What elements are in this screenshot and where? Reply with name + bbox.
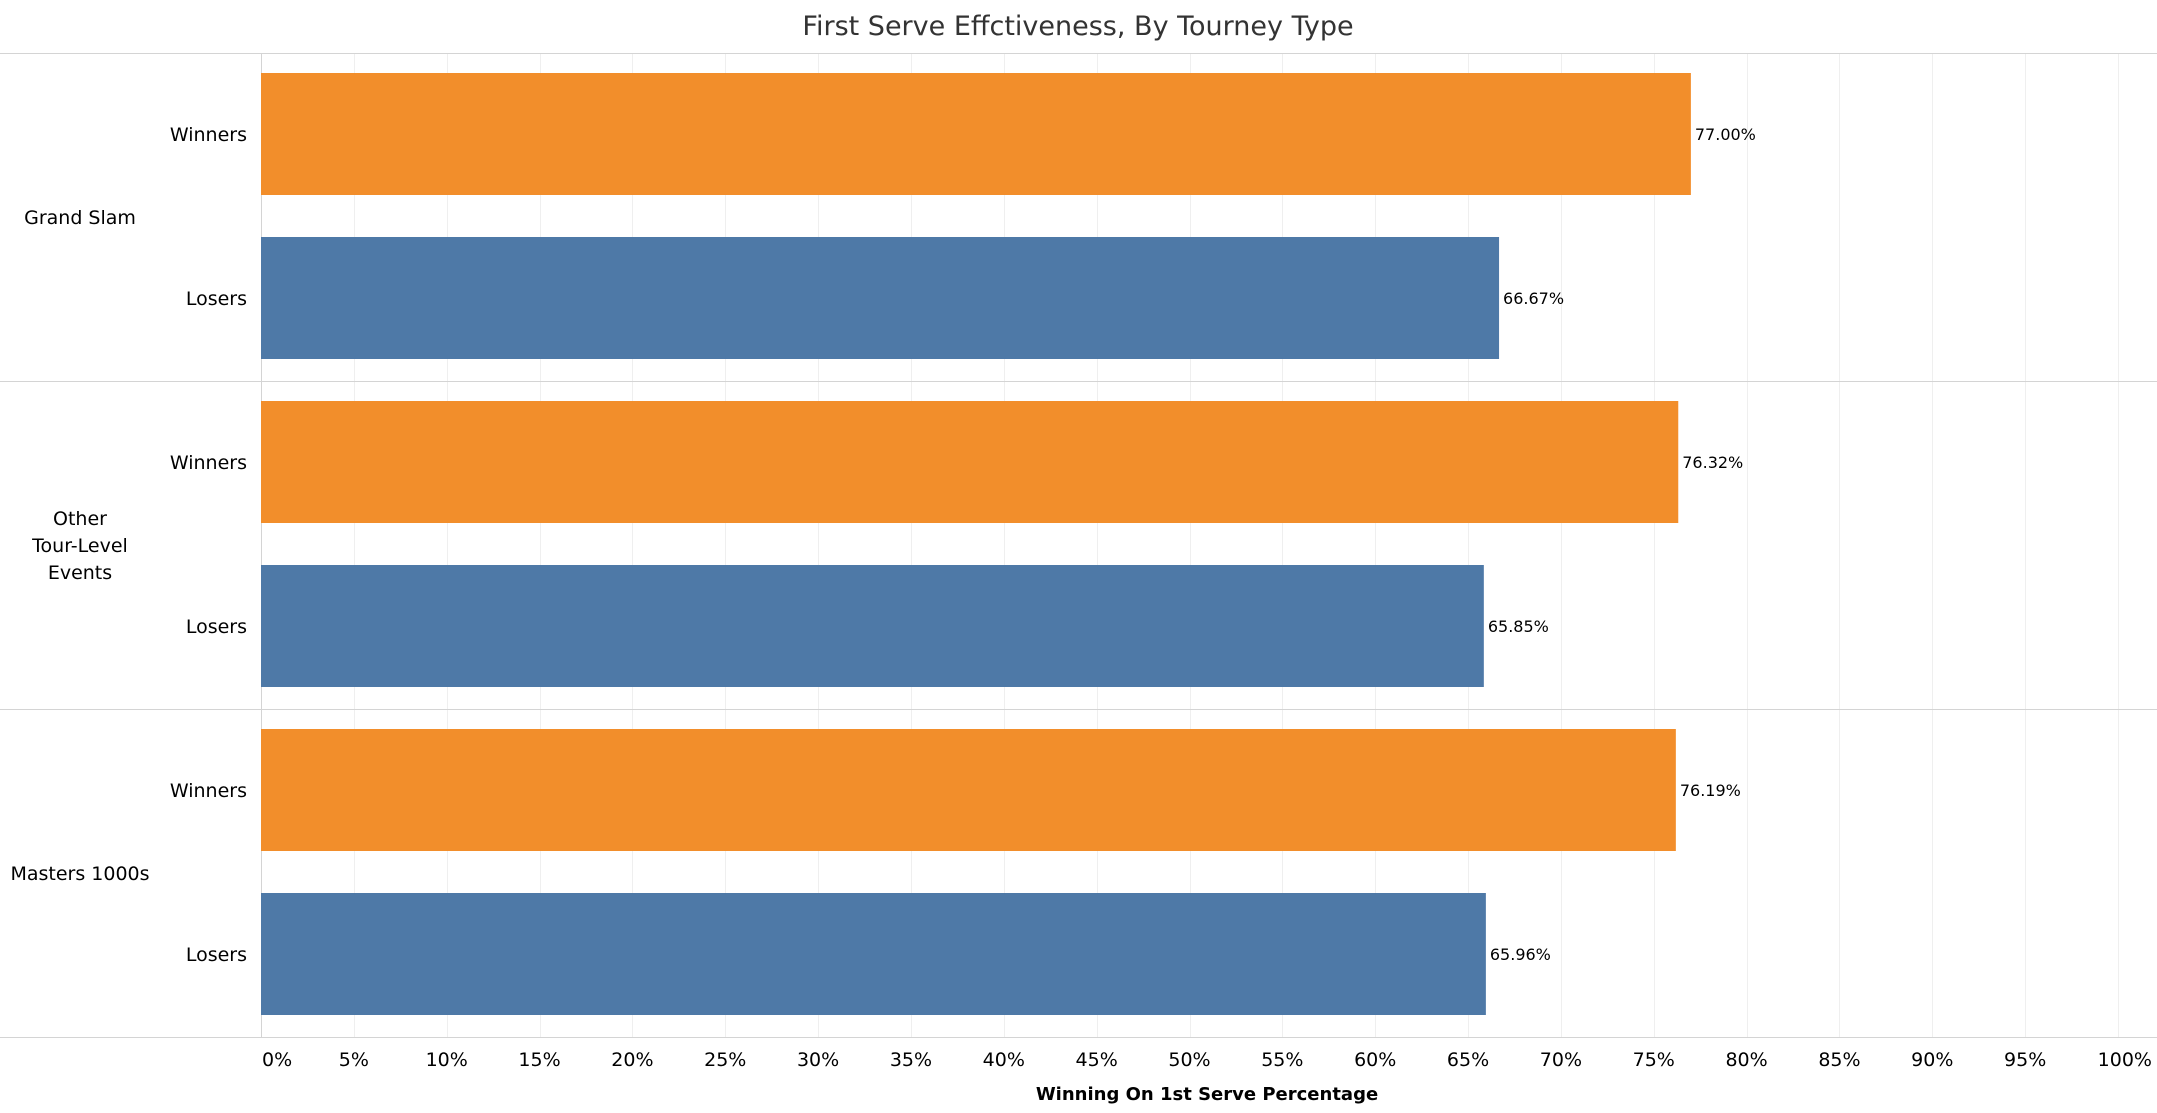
labels: 77.00% Winners 66.67% Losers Grand Slam 76.32…	[10, 124, 1755, 966]
bar-losers	[261, 237, 1500, 359]
x-tick-label: 15%	[518, 1049, 560, 1071]
bar-winners	[261, 73, 1691, 195]
group-label: Grand Slam	[24, 207, 136, 229]
row-label-winners: Winners	[170, 124, 247, 146]
gridlines	[354, 53, 2119, 1037]
x-tick-label: 35%	[890, 1049, 932, 1071]
group-label: Other Tour-Level Events	[31, 508, 128, 584]
bar-winners	[261, 729, 1676, 851]
row-label-losers: Losers	[186, 944, 247, 966]
x-tick-label: 80%	[1725, 1049, 1767, 1071]
row-label-winners: Winners	[170, 452, 247, 474]
data-label: 76.32%	[1682, 453, 1743, 472]
data-label: 77.00%	[1695, 125, 1756, 144]
data-label: 76.19%	[1680, 781, 1741, 800]
chart-title: First Serve Effctiveness, By Tourney Typ…	[802, 11, 1353, 42]
data-label: 66.67%	[1503, 289, 1564, 308]
bar-losers	[261, 565, 1484, 687]
x-tick-label: 85%	[1818, 1049, 1860, 1071]
x-tick-label: 70%	[1540, 1049, 1582, 1071]
bar-losers	[261, 893, 1486, 1015]
x-axis-title: Winning On 1st Serve Percentage	[1036, 1084, 1378, 1105]
group-label-line: Tour-Level	[31, 535, 128, 557]
x-tick-label: 65%	[1447, 1049, 1489, 1071]
x-tick-label: 40%	[983, 1049, 1025, 1071]
group-label-line: Grand Slam	[24, 207, 136, 229]
x-tick-label: 30%	[797, 1049, 839, 1071]
x-tick-label: 90%	[1911, 1049, 1953, 1071]
x-tick-label: 95%	[2004, 1049, 2046, 1071]
x-tick-label: 100%	[2098, 1049, 2152, 1071]
row-label-losers: Losers	[186, 288, 247, 310]
bars	[261, 73, 1691, 1015]
x-tick-label: 75%	[1633, 1049, 1675, 1071]
group-label-line: Events	[48, 562, 112, 584]
group-label-line: Other	[53, 508, 107, 530]
x-tick-label: 10%	[426, 1049, 468, 1071]
bar-winners	[261, 401, 1679, 523]
x-tick-label: 55%	[1261, 1049, 1303, 1071]
group-dividers	[0, 53, 2157, 1038]
row-label-losers: Losers	[186, 616, 247, 638]
x-tick-label: 5%	[339, 1049, 369, 1071]
group-label: Masters 1000s	[10, 863, 149, 885]
x-tick-label: 60%	[1354, 1049, 1396, 1071]
x-tick-label: 45%	[1076, 1049, 1118, 1071]
x-tick-label: 0%	[262, 1049, 292, 1071]
x-tick-label: 50%	[1168, 1049, 1210, 1071]
x-tick-label: 20%	[611, 1049, 653, 1071]
data-label: 65.85%	[1488, 617, 1549, 636]
x-tick-label: 25%	[704, 1049, 746, 1071]
row-label-winners: Winners	[170, 780, 247, 802]
x-axis: 0% 5% 10% 15% 20% 25% 30% 35% 40% 45% 50% 55% 60% 65%…	[262, 1049, 2152, 1071]
data-label: 65.96%	[1490, 945, 1551, 964]
group-label-line: Masters 1000s	[10, 863, 149, 885]
